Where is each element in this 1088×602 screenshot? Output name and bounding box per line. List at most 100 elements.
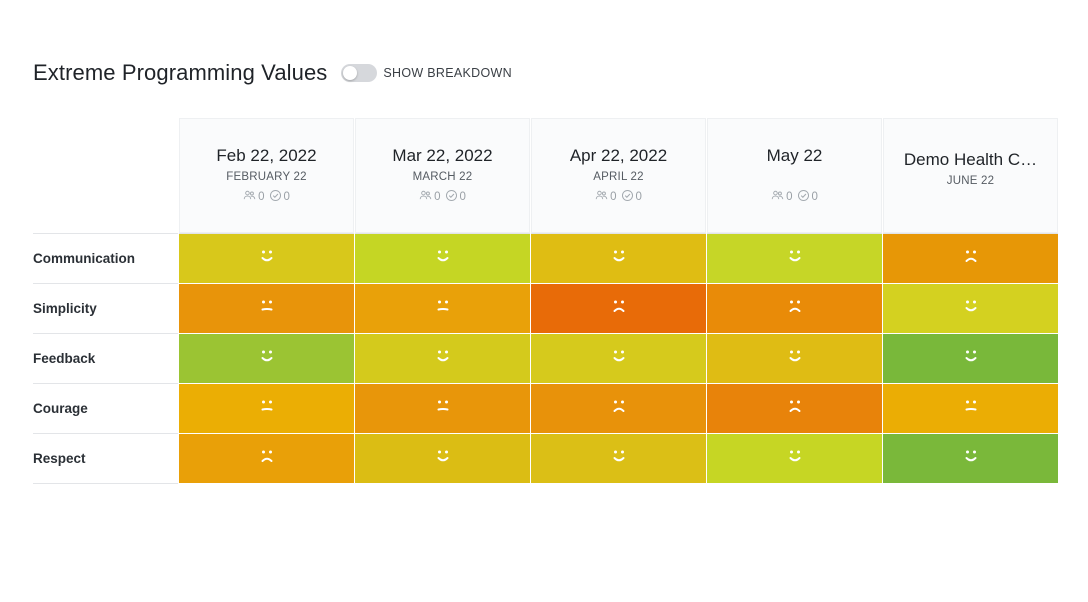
- neutral-face-icon: [433, 296, 453, 321]
- heatmap-cell[interactable]: [531, 434, 706, 484]
- heatmap-cell[interactable]: [531, 384, 706, 434]
- heatmap-cell[interactable]: [179, 284, 354, 334]
- heatmap-cell[interactable]: [179, 434, 354, 484]
- heatmap-cell[interactable]: [355, 434, 530, 484]
- show-breakdown-label[interactable]: SHOW BREAKDOWN: [383, 66, 512, 80]
- check-circle-icon: [621, 189, 634, 205]
- heatmap-cell[interactable]: [707, 234, 882, 284]
- completed-count: 0: [283, 191, 290, 203]
- happy-face-icon: [433, 346, 453, 371]
- column-subtitle: FEBRUARY 22: [226, 171, 307, 183]
- column-title: Mar 22, 2022: [392, 146, 493, 165]
- check-circle-icon: [445, 189, 458, 205]
- happy-face-icon: [961, 296, 981, 321]
- people-icon: [419, 189, 432, 205]
- neutral-face-icon: [961, 396, 981, 421]
- column-title: Apr 22, 2022: [569, 146, 668, 165]
- participants-count: 0: [258, 191, 265, 203]
- heatmap-cell[interactable]: [531, 284, 706, 334]
- people-icon: [771, 189, 784, 205]
- happy-face-icon: [961, 446, 981, 471]
- heatmap-cell[interactable]: [179, 384, 354, 434]
- completed-stat: 0: [797, 189, 818, 205]
- column-header[interactable]: Mar 22, 2022 MARCH 22 0 0: [355, 118, 530, 234]
- heatmap-cell[interactable]: [883, 334, 1058, 384]
- participants-stat: 0: [419, 189, 441, 205]
- heatmap-cell[interactable]: [355, 384, 530, 434]
- happy-face-icon: [961, 346, 981, 371]
- column-title: May 22: [766, 146, 823, 165]
- participants-stat: 0: [595, 189, 617, 205]
- happy-face-icon: [433, 446, 453, 471]
- heatmap-cell[interactable]: [883, 384, 1058, 434]
- completed-count: 0: [635, 191, 642, 203]
- heatmap-cell[interactable]: [707, 384, 882, 434]
- column-header[interactable]: Feb 22, 2022 FEBRUARY 22 0 0: [179, 118, 354, 234]
- heatmap-cell[interactable]: [355, 334, 530, 384]
- sad-face-icon: [257, 446, 277, 471]
- happy-face-icon: [785, 446, 805, 471]
- heatmap-cell[interactable]: [355, 284, 530, 334]
- sad-face-icon: [609, 296, 629, 321]
- completed-count: 0: [811, 191, 818, 203]
- heatmap-cell[interactable]: [531, 334, 706, 384]
- happy-face-icon: [257, 246, 277, 271]
- neutral-face-icon: [257, 396, 277, 421]
- sad-face-icon: [785, 396, 805, 421]
- participants-count: 0: [786, 191, 793, 203]
- row-label: Feedback: [33, 334, 178, 384]
- happy-face-icon: [609, 246, 629, 271]
- happy-face-icon: [785, 246, 805, 271]
- column-title: Feb 22, 2022: [216, 146, 317, 165]
- participants-stat: 0: [243, 189, 265, 205]
- heatmap-cell[interactable]: [355, 234, 530, 284]
- completed-stat: 0: [621, 189, 642, 205]
- heatmap-cell[interactable]: [707, 334, 882, 384]
- neutral-face-icon: [433, 396, 453, 421]
- happy-face-icon: [433, 246, 453, 271]
- heatmap-cell[interactable]: [531, 234, 706, 284]
- happy-face-icon: [785, 346, 805, 371]
- column-header[interactable]: Demo Health C… JUNE 22: [883, 118, 1058, 234]
- participants-count: 0: [610, 191, 617, 203]
- row-label: Communication: [33, 234, 178, 284]
- happy-face-icon: [609, 346, 629, 371]
- heatmap-cell[interactable]: [707, 434, 882, 484]
- neutral-face-icon: [257, 296, 277, 321]
- row-label: Simplicity: [33, 284, 178, 334]
- happy-face-icon: [257, 346, 277, 371]
- sad-face-icon: [785, 296, 805, 321]
- values-heatmap: Feb 22, 2022 FEBRUARY 22 0 0 Mar 22, 2022 MAR…: [33, 118, 1058, 484]
- column-title: Demo Health C…: [903, 150, 1038, 169]
- heatmap-cell[interactable]: [883, 434, 1058, 484]
- heatmap-cell[interactable]: [883, 284, 1058, 334]
- completed-stat: 0: [445, 189, 466, 205]
- heatmap-cell[interactable]: [707, 284, 882, 334]
- table-corner: [33, 118, 178, 234]
- heatmap-cell[interactable]: [179, 234, 354, 284]
- completed-count: 0: [459, 191, 466, 203]
- sad-face-icon: [961, 246, 981, 271]
- people-icon: [595, 189, 608, 205]
- heatmap-cell[interactable]: [179, 334, 354, 384]
- column-subtitle: MARCH 22: [412, 171, 473, 183]
- column-header[interactable]: Apr 22, 2022 APRIL 22 0 0: [531, 118, 706, 234]
- page-title: Extreme Programming Values: [33, 60, 328, 85]
- happy-face-icon: [609, 446, 629, 471]
- show-breakdown-toggle[interactable]: [341, 64, 378, 82]
- completed-stat: 0: [269, 189, 290, 205]
- participants-stat: 0: [771, 189, 793, 205]
- row-label: Respect: [33, 434, 178, 484]
- sad-face-icon: [609, 396, 629, 421]
- check-circle-icon: [269, 189, 282, 205]
- column-subtitle: JUNE 22: [946, 175, 995, 187]
- row-label: Courage: [33, 384, 178, 434]
- page-header: Extreme Programming Values SHOW BREAKDOW…: [33, 60, 512, 86]
- toggle-knob: [343, 66, 358, 80]
- heatmap-cell[interactable]: [883, 234, 1058, 284]
